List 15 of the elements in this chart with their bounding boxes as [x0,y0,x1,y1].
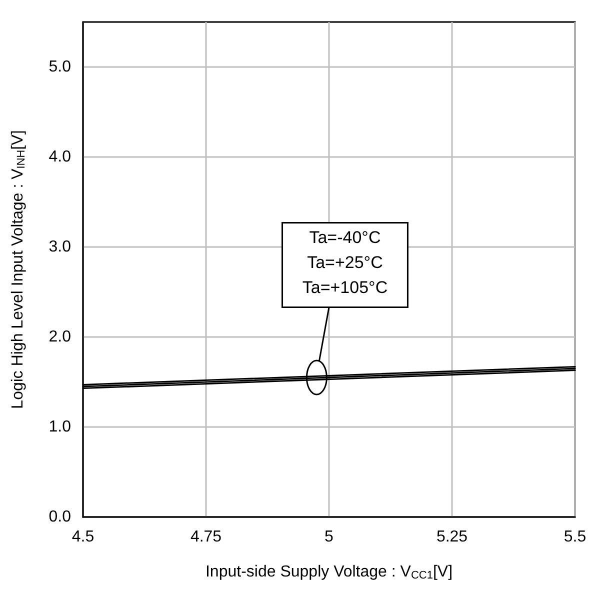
x-tick-label: 5.5 [564,528,586,546]
x-tick-label: 5 [324,528,334,546]
annotation: Ta=+105°C [302,278,388,298]
annotation: Ta=+25°C [307,253,383,272]
y-tick-label: 5.0 [48,58,72,76]
y-tick-label: 2.0 [48,328,72,346]
y-tick-label: 3.0 [48,238,72,256]
y-axis-title: Logic High Level Input Voltage : VINH[V] [10,130,28,409]
y-tick-label: 1.0 [48,418,72,436]
x-tick-label: 4.75 [190,528,222,546]
annotation: Ta=-40°C [309,228,381,248]
x-tick-label: 5.25 [436,528,468,546]
x-tick-label: 4.5 [72,528,94,546]
y-tick-label: 4.0 [48,148,72,166]
y-tick-label: 0.0 [48,508,72,526]
